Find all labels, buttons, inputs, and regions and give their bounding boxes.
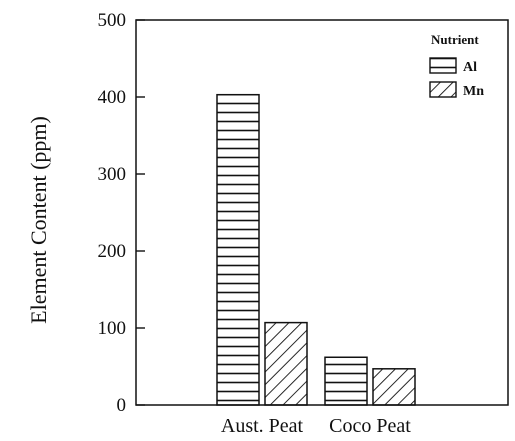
y-axis-ticks: 0 100 200 300 400 500 [98, 10, 145, 416]
legend-swatch-al [429, 57, 457, 74]
legend-label-mn: Mn [463, 84, 484, 99]
bar-al-2 [324, 356, 368, 406]
bar-mn-1 [264, 321, 308, 406]
bars [216, 93, 416, 406]
y-tick-label: 500 [98, 10, 127, 31]
x-category-label: Aust. Peat [221, 415, 304, 437]
plot-frame [135, 19, 509, 406]
x-axis-labels: Aust. Peat Coco Peat [221, 415, 411, 437]
y-axis-title: Element Content (ppm) [26, 116, 51, 324]
legend: Nutrient Al Mn [429, 32, 484, 99]
y-tick-label: 200 [98, 241, 127, 262]
x-category-label: Coco Peat [329, 415, 411, 437]
legend-swatch-mn [429, 81, 457, 98]
bar-al-1 [216, 93, 260, 406]
y-tick-label: 300 [98, 164, 127, 185]
legend-title: Nutrient [431, 32, 479, 47]
y-tick-label: 100 [98, 318, 127, 339]
bar-mn-2 [372, 368, 416, 406]
y-tick-label: 0 [117, 395, 127, 416]
legend-label-al: Al [463, 60, 477, 75]
y-tick-label: 400 [98, 87, 127, 108]
